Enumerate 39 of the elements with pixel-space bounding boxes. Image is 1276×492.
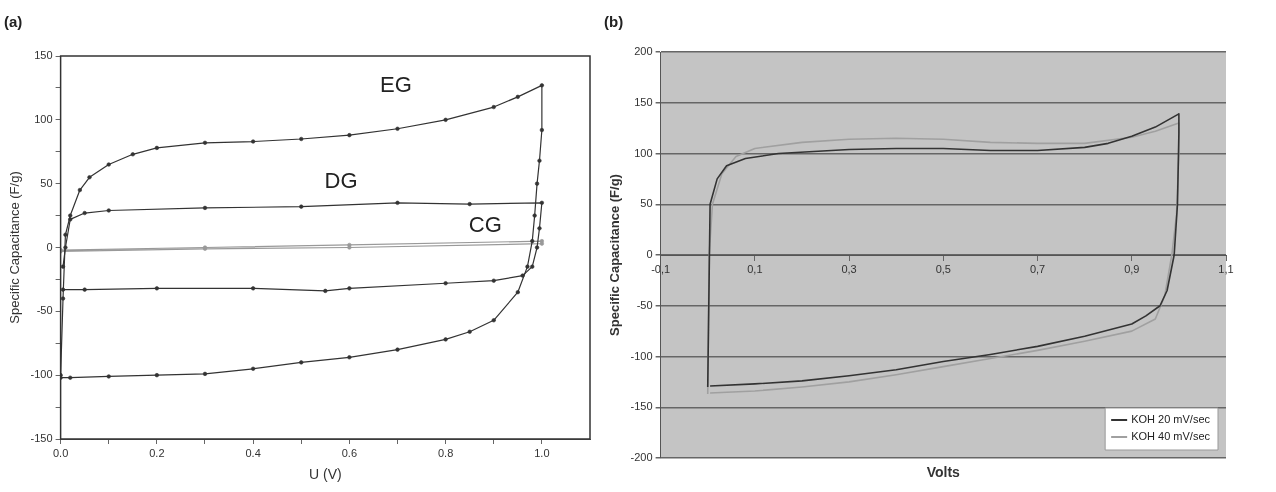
legend-label: KOH 20 mV/sec [1131,413,1211,426]
x-tick-label: 0.6 [341,446,358,459]
y-tick-label: 0 [46,240,53,253]
y-axis-title: Specific Capacitance (F/g) [607,174,623,336]
series-label: EG [380,72,412,98]
chart-title: (a) [4,13,23,31]
series-label: CG [468,212,502,238]
series-label: DG [324,167,358,193]
y-tick-label: -50 [636,298,653,311]
y-tick-label: -150 [630,400,653,413]
y-tick-label: -100 [630,349,653,362]
x-tick-label: 0.0 [52,446,69,459]
chart-title: (b) [604,13,624,31]
y-tick-label: 50 [640,197,653,210]
x-tick-label: 0,3 [841,262,857,275]
legend-label: KOH 40 mV/sec [1131,430,1211,443]
x-tick-label: 0,7 [1029,262,1046,275]
x-tick-label: 0,5 [935,262,951,275]
x-tick-label: 0.4 [245,446,261,459]
x-tick-label: 0.8 [437,446,454,459]
x-tick-label: 0,1 [747,262,763,275]
x-tick-label: 0,9 [1124,262,1140,275]
y-axis-title: Specific Capacitance (F/g) [7,171,23,324]
y-tick-label: 100 [34,112,53,125]
y-tick-label: 150 [634,95,653,108]
x-axis-title: Volts [926,463,961,480]
y-tick-label: -200 [630,451,653,464]
y-tick-label: 150 [34,49,53,62]
y-tick-label: -50 [36,304,53,317]
y-tick-label: 200 [634,45,653,58]
y-tick-label: -150 [30,432,53,445]
x-tick-label: 1,1 [1218,262,1234,275]
y-tick-label: -100 [30,368,53,381]
y-tick-label: 100 [634,146,653,159]
y-tick-label: 50 [40,176,53,189]
x-tick-label: 1.0 [534,446,550,459]
y-tick-label: 0 [646,248,653,261]
x-tick-label: 0.2 [149,446,165,459]
x-axis-title: U (V) [308,466,342,483]
